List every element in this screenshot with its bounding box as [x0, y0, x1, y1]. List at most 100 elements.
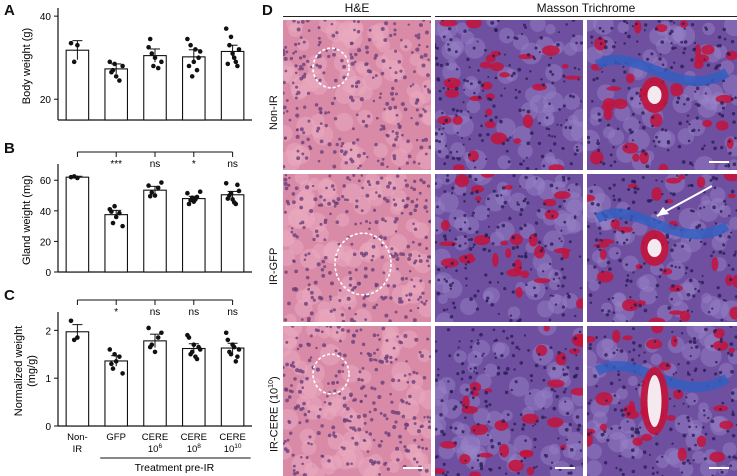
nucleus [535, 465, 538, 468]
nucleus [471, 466, 474, 470]
nucleus [409, 309, 413, 312]
nucleus [504, 371, 508, 375]
acinus [418, 90, 431, 104]
nucleus [295, 235, 299, 239]
nucleus [717, 35, 722, 39]
acinus [563, 42, 578, 56]
nucleus [415, 138, 419, 142]
nucleus [423, 84, 427, 88]
nucleus [504, 390, 509, 395]
nucleus [457, 346, 460, 349]
nucleus [294, 50, 298, 53]
nucleus [391, 130, 395, 133]
acinus [567, 443, 583, 461]
acinus [543, 230, 565, 252]
nucleus [560, 229, 563, 232]
nucleus [323, 20, 327, 22]
nucleus [563, 80, 566, 83]
nucleus [322, 71, 326, 75]
nucleus [365, 62, 369, 66]
nucleus [437, 149, 442, 154]
nucleus [493, 352, 497, 355]
nucleus [313, 280, 318, 285]
nucleus [435, 229, 439, 232]
data-point [225, 196, 231, 201]
nucleus [703, 369, 706, 373]
red-stain [719, 420, 734, 430]
nucleus [400, 102, 405, 107]
panel-letter-b: B [4, 140, 15, 157]
nucleus [395, 257, 400, 262]
nucleus [360, 386, 364, 391]
nucleus [474, 177, 478, 182]
acinus [497, 155, 512, 170]
nucleus [732, 120, 736, 124]
row-label-non-ir: Non-IR [268, 95, 280, 130]
red-stain [596, 270, 614, 283]
nucleus [543, 202, 547, 206]
nucleus [462, 101, 465, 104]
nucleus [564, 126, 568, 129]
nucleus [519, 266, 522, 269]
acinus [639, 273, 657, 292]
nucleus [302, 401, 306, 406]
acinus [450, 435, 469, 454]
nucleus [300, 20, 305, 24]
nucleus [678, 121, 683, 126]
nucleus [356, 80, 361, 84]
nucleus [381, 59, 386, 63]
nucleus [549, 294, 552, 297]
nucleus [686, 120, 689, 123]
nucleus [579, 449, 583, 452]
nucleus [413, 70, 416, 74]
nucleus [480, 83, 485, 87]
annotation-arrowhead [657, 207, 669, 216]
nucleus [404, 427, 408, 430]
nucleus [612, 194, 616, 198]
x-group-label: Treatment pre-IR [135, 462, 215, 474]
nucleus [471, 328, 475, 332]
red-stain [543, 326, 550, 332]
nucleus [300, 220, 305, 225]
nucleus [296, 156, 301, 161]
red-stain [470, 424, 489, 436]
nucleus [421, 446, 425, 450]
acinus [381, 108, 397, 124]
nucleus [382, 271, 386, 275]
nucleus [408, 372, 411, 376]
nucleus [578, 330, 582, 334]
nucleus [534, 167, 538, 170]
nucleus [342, 403, 347, 408]
nucleus [703, 206, 706, 209]
nucleus [532, 466, 536, 470]
nucleus [337, 242, 341, 246]
acinus [545, 64, 563, 82]
nucleus [390, 409, 395, 414]
data-point [120, 63, 125, 69]
acinus [699, 459, 718, 476]
nucleus [602, 433, 605, 436]
red-stain [440, 258, 459, 268]
nucleus [688, 161, 693, 166]
acinus [402, 281, 425, 304]
nucleus [693, 399, 696, 403]
nucleus [732, 455, 736, 459]
nucleus [562, 368, 565, 371]
acinus [339, 142, 359, 162]
acinus [657, 130, 676, 149]
nucleus [410, 116, 413, 120]
nucleus [393, 32, 397, 36]
nucleus [638, 52, 641, 56]
nucleus [519, 207, 524, 212]
nucleus [309, 334, 313, 338]
nucleus [611, 296, 615, 300]
nucleus [418, 295, 423, 299]
data-point [233, 59, 239, 65]
nucleus [456, 472, 461, 476]
acinus [730, 93, 737, 106]
nucleus [424, 468, 429, 473]
nucleus [496, 281, 500, 284]
nucleus [469, 82, 473, 86]
nucleus [524, 175, 528, 180]
nucleus [299, 379, 304, 384]
